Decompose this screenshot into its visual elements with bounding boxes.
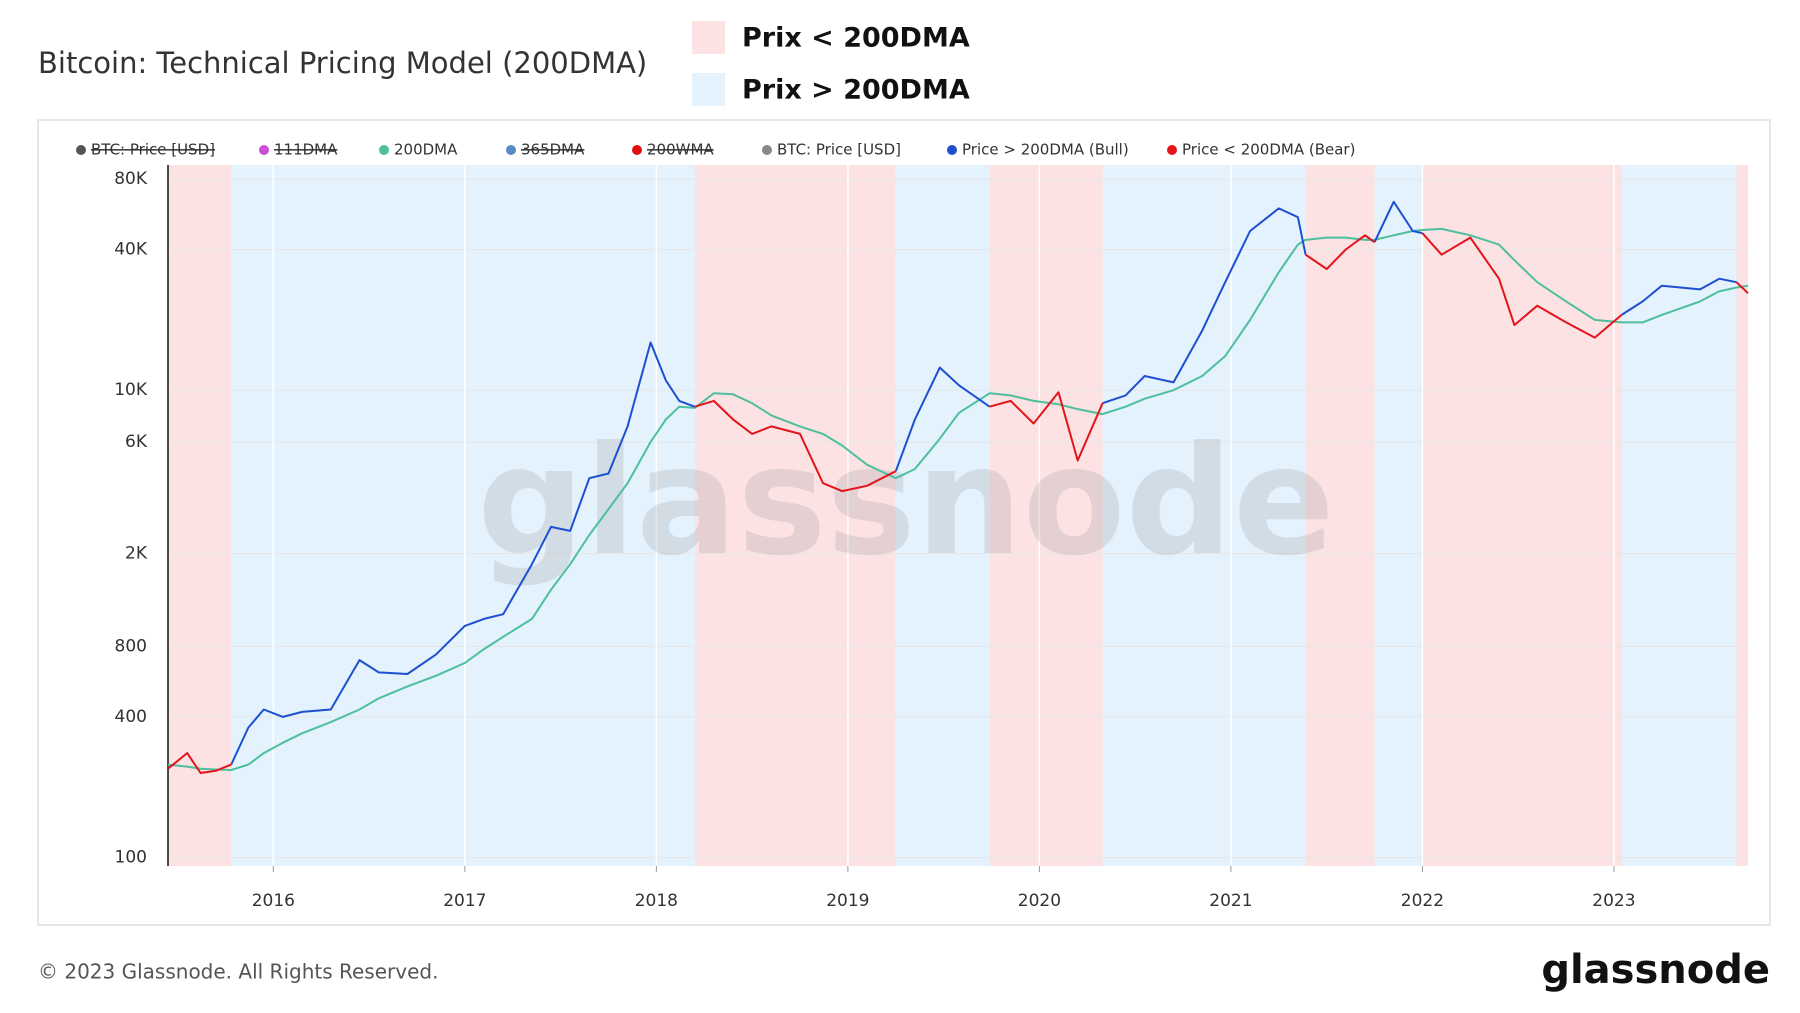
legend-dot: [947, 145, 957, 155]
legend-dot: [762, 145, 772, 155]
y-tick-label: 2K: [125, 544, 148, 564]
y-tick-label: 40K: [114, 240, 148, 260]
x-tick-label: 2019: [826, 891, 869, 911]
legend-label[interactable]: 200WMA: [647, 141, 714, 159]
y-tick-label: 100: [115, 848, 147, 868]
legend-label[interactable]: BTC: Price [USD]: [91, 141, 215, 159]
region-band: [1736, 165, 1748, 866]
series-line: [167, 227, 1749, 771]
x-tick-label: 2016: [252, 891, 295, 911]
y-tick-label: 6K: [125, 432, 148, 452]
legend-dot: [259, 145, 269, 155]
region-band: [1374, 165, 1423, 866]
legend-label[interactable]: 365DMA: [521, 141, 585, 159]
brand-logo: glassnode: [1541, 947, 1770, 993]
series-line: [167, 232, 1749, 774]
x-tick-label: 2023: [1592, 891, 1635, 911]
region-band: [1621, 165, 1737, 866]
series-line: [230, 200, 1737, 766]
y-tick-label: 400: [115, 707, 147, 727]
legend-dot: [506, 145, 516, 155]
legend-label[interactable]: 111DMA: [274, 141, 338, 159]
region-legend-label: Prix < 200DMA: [742, 23, 970, 54]
region-legend-swatch: [692, 21, 725, 54]
region-band: [989, 165, 1103, 866]
legend-label[interactable]: 200DMA: [394, 141, 458, 159]
x-tick-label: 2020: [1018, 891, 1061, 911]
x-tick-label: 2017: [443, 891, 486, 911]
region-band: [694, 165, 896, 866]
legend-dot: [1167, 145, 1177, 155]
region-band: [168, 165, 232, 866]
legend-dot: [379, 145, 389, 155]
x-tick-label: 2018: [635, 891, 678, 911]
x-tick-label: 2022: [1401, 891, 1444, 911]
region-band: [1305, 165, 1375, 866]
legend-label[interactable]: BTC: Price [USD]: [777, 141, 901, 159]
y-tick-label: 10K: [114, 380, 148, 400]
y-tick-label: 80K: [114, 169, 148, 189]
region-band: [895, 165, 990, 866]
legend-dot: [76, 145, 86, 155]
x-tick-label: 2021: [1209, 891, 1252, 911]
region-band: [1102, 165, 1306, 866]
chart-title: Bitcoin: Technical Pricing Model (200DMA…: [38, 46, 647, 80]
region-band: [1422, 165, 1622, 866]
legend-dot: [632, 145, 642, 155]
region-legend-swatch: [692, 73, 725, 106]
region-band: [231, 165, 695, 866]
region-legend-label: Prix > 200DMA: [742, 75, 970, 106]
footer: © 2023 Glassnode. All Rights Reserved.: [38, 960, 438, 984]
y-tick-label: 800: [115, 637, 147, 657]
legend-label[interactable]: Price < 200DMA (Bear): [1182, 141, 1355, 159]
legend-label[interactable]: Price > 200DMA (Bull): [962, 141, 1129, 159]
